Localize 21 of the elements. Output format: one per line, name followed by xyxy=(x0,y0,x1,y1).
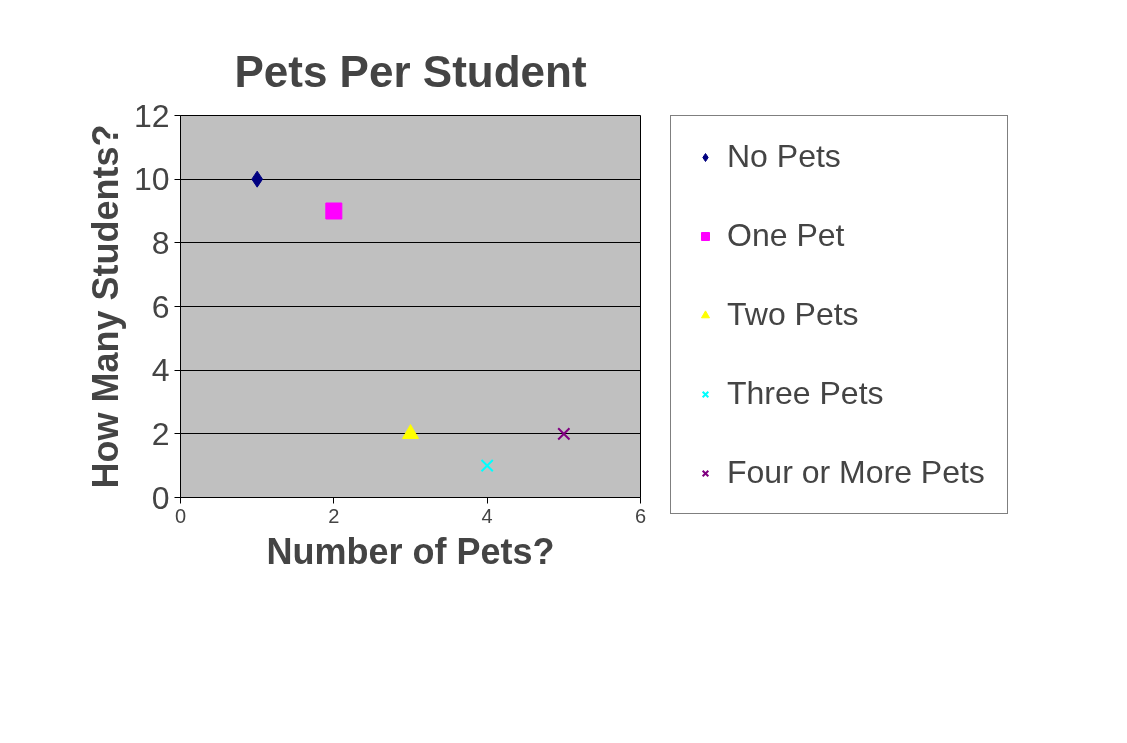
x-tick-label: 6 xyxy=(634,504,647,527)
x-tick-label: 2 xyxy=(328,504,340,527)
legend-label: Four or More Pets xyxy=(727,454,985,491)
chart-title: Pets Per Student xyxy=(234,46,587,96)
x-tick-label: 4 xyxy=(481,504,493,527)
x-tick-label: 0 xyxy=(174,504,187,527)
y-axis-title: How Many Students? xyxy=(84,124,126,489)
x-axis-title: Number of Pets? xyxy=(266,530,555,572)
y-tick-label: 10 xyxy=(133,161,170,198)
y-tick-label: 6 xyxy=(151,288,170,325)
legend-label: No Pets xyxy=(727,138,841,175)
legend-label: One Pet xyxy=(727,217,845,254)
y-tick-label: 4 xyxy=(151,352,170,389)
legend-label: Two Pets xyxy=(727,296,859,333)
point xyxy=(557,427,571,441)
y-tick-label: 2 xyxy=(151,415,170,452)
y-tick-label: 8 xyxy=(151,224,170,261)
point xyxy=(480,459,494,473)
y-tick-label: 12 xyxy=(133,97,170,134)
point xyxy=(325,202,343,220)
legend-label: Three Pets xyxy=(727,375,884,412)
